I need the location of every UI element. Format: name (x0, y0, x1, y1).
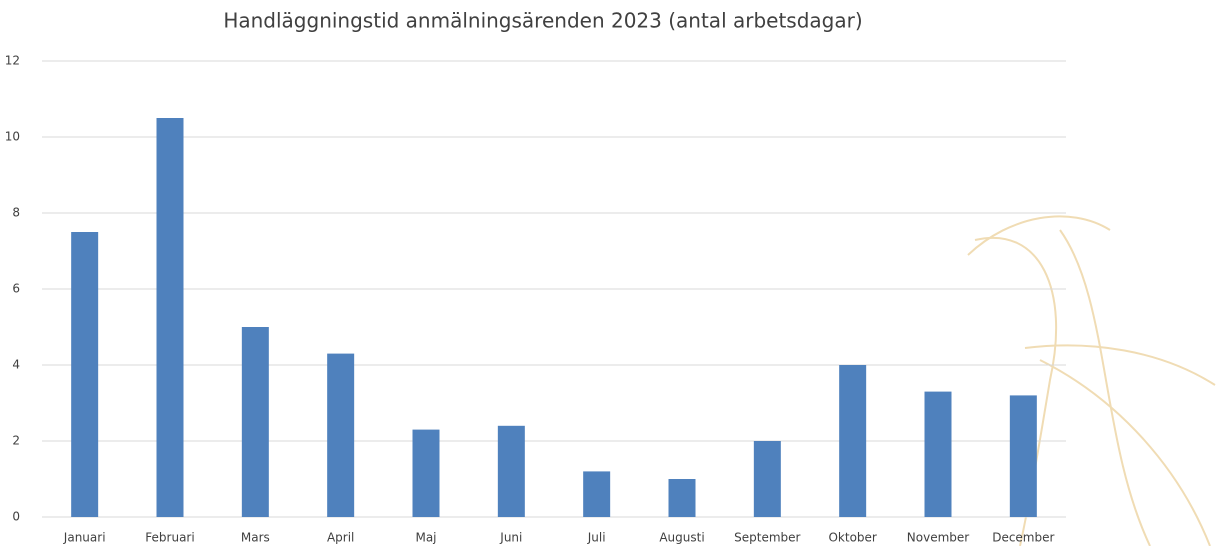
bar (498, 426, 525, 517)
x-tick-label: Mars (241, 531, 270, 545)
bar (925, 392, 952, 517)
bar (754, 441, 781, 517)
x-tick-label: Augusti (659, 531, 704, 545)
chart: Handläggningstid anmälningsärenden 2023 … (0, 0, 1222, 546)
x-tick-label: Juni (499, 531, 522, 545)
x-tick-label: April (327, 531, 354, 545)
y-tick-label: 0 (12, 510, 20, 524)
chart-title: Handläggningstid anmälningsärenden 2023 … (223, 9, 862, 33)
x-tick-label: November (907, 531, 969, 545)
deco-swoosh (1060, 230, 1150, 546)
x-tick-label: Maj (415, 531, 436, 545)
y-tick-label: 10 (5, 130, 20, 144)
bar (157, 118, 184, 517)
bar (71, 232, 98, 517)
y-tick-label: 2 (12, 434, 20, 448)
decoration (968, 216, 1215, 546)
bar (839, 365, 866, 517)
y-tick-label: 12 (5, 54, 20, 68)
bar (1010, 395, 1037, 517)
x-tick-label: Oktober (828, 531, 876, 545)
x-tick-label: Februari (145, 531, 194, 545)
y-tick-label: 4 (12, 358, 20, 372)
bar (583, 471, 610, 517)
deco-swoosh (1040, 360, 1210, 546)
y-tick-label: 6 (12, 282, 20, 296)
bar (413, 430, 440, 517)
bar (327, 354, 354, 517)
x-tick-label: Juli (587, 531, 606, 545)
deco-swoosh (968, 216, 1110, 255)
bar (242, 327, 269, 517)
y-tick-label: 8 (12, 206, 20, 220)
bar (669, 479, 696, 517)
x-tick-label: September (734, 531, 800, 545)
x-tick-label: Januari (63, 531, 106, 545)
x-tick-label: December (992, 531, 1054, 545)
